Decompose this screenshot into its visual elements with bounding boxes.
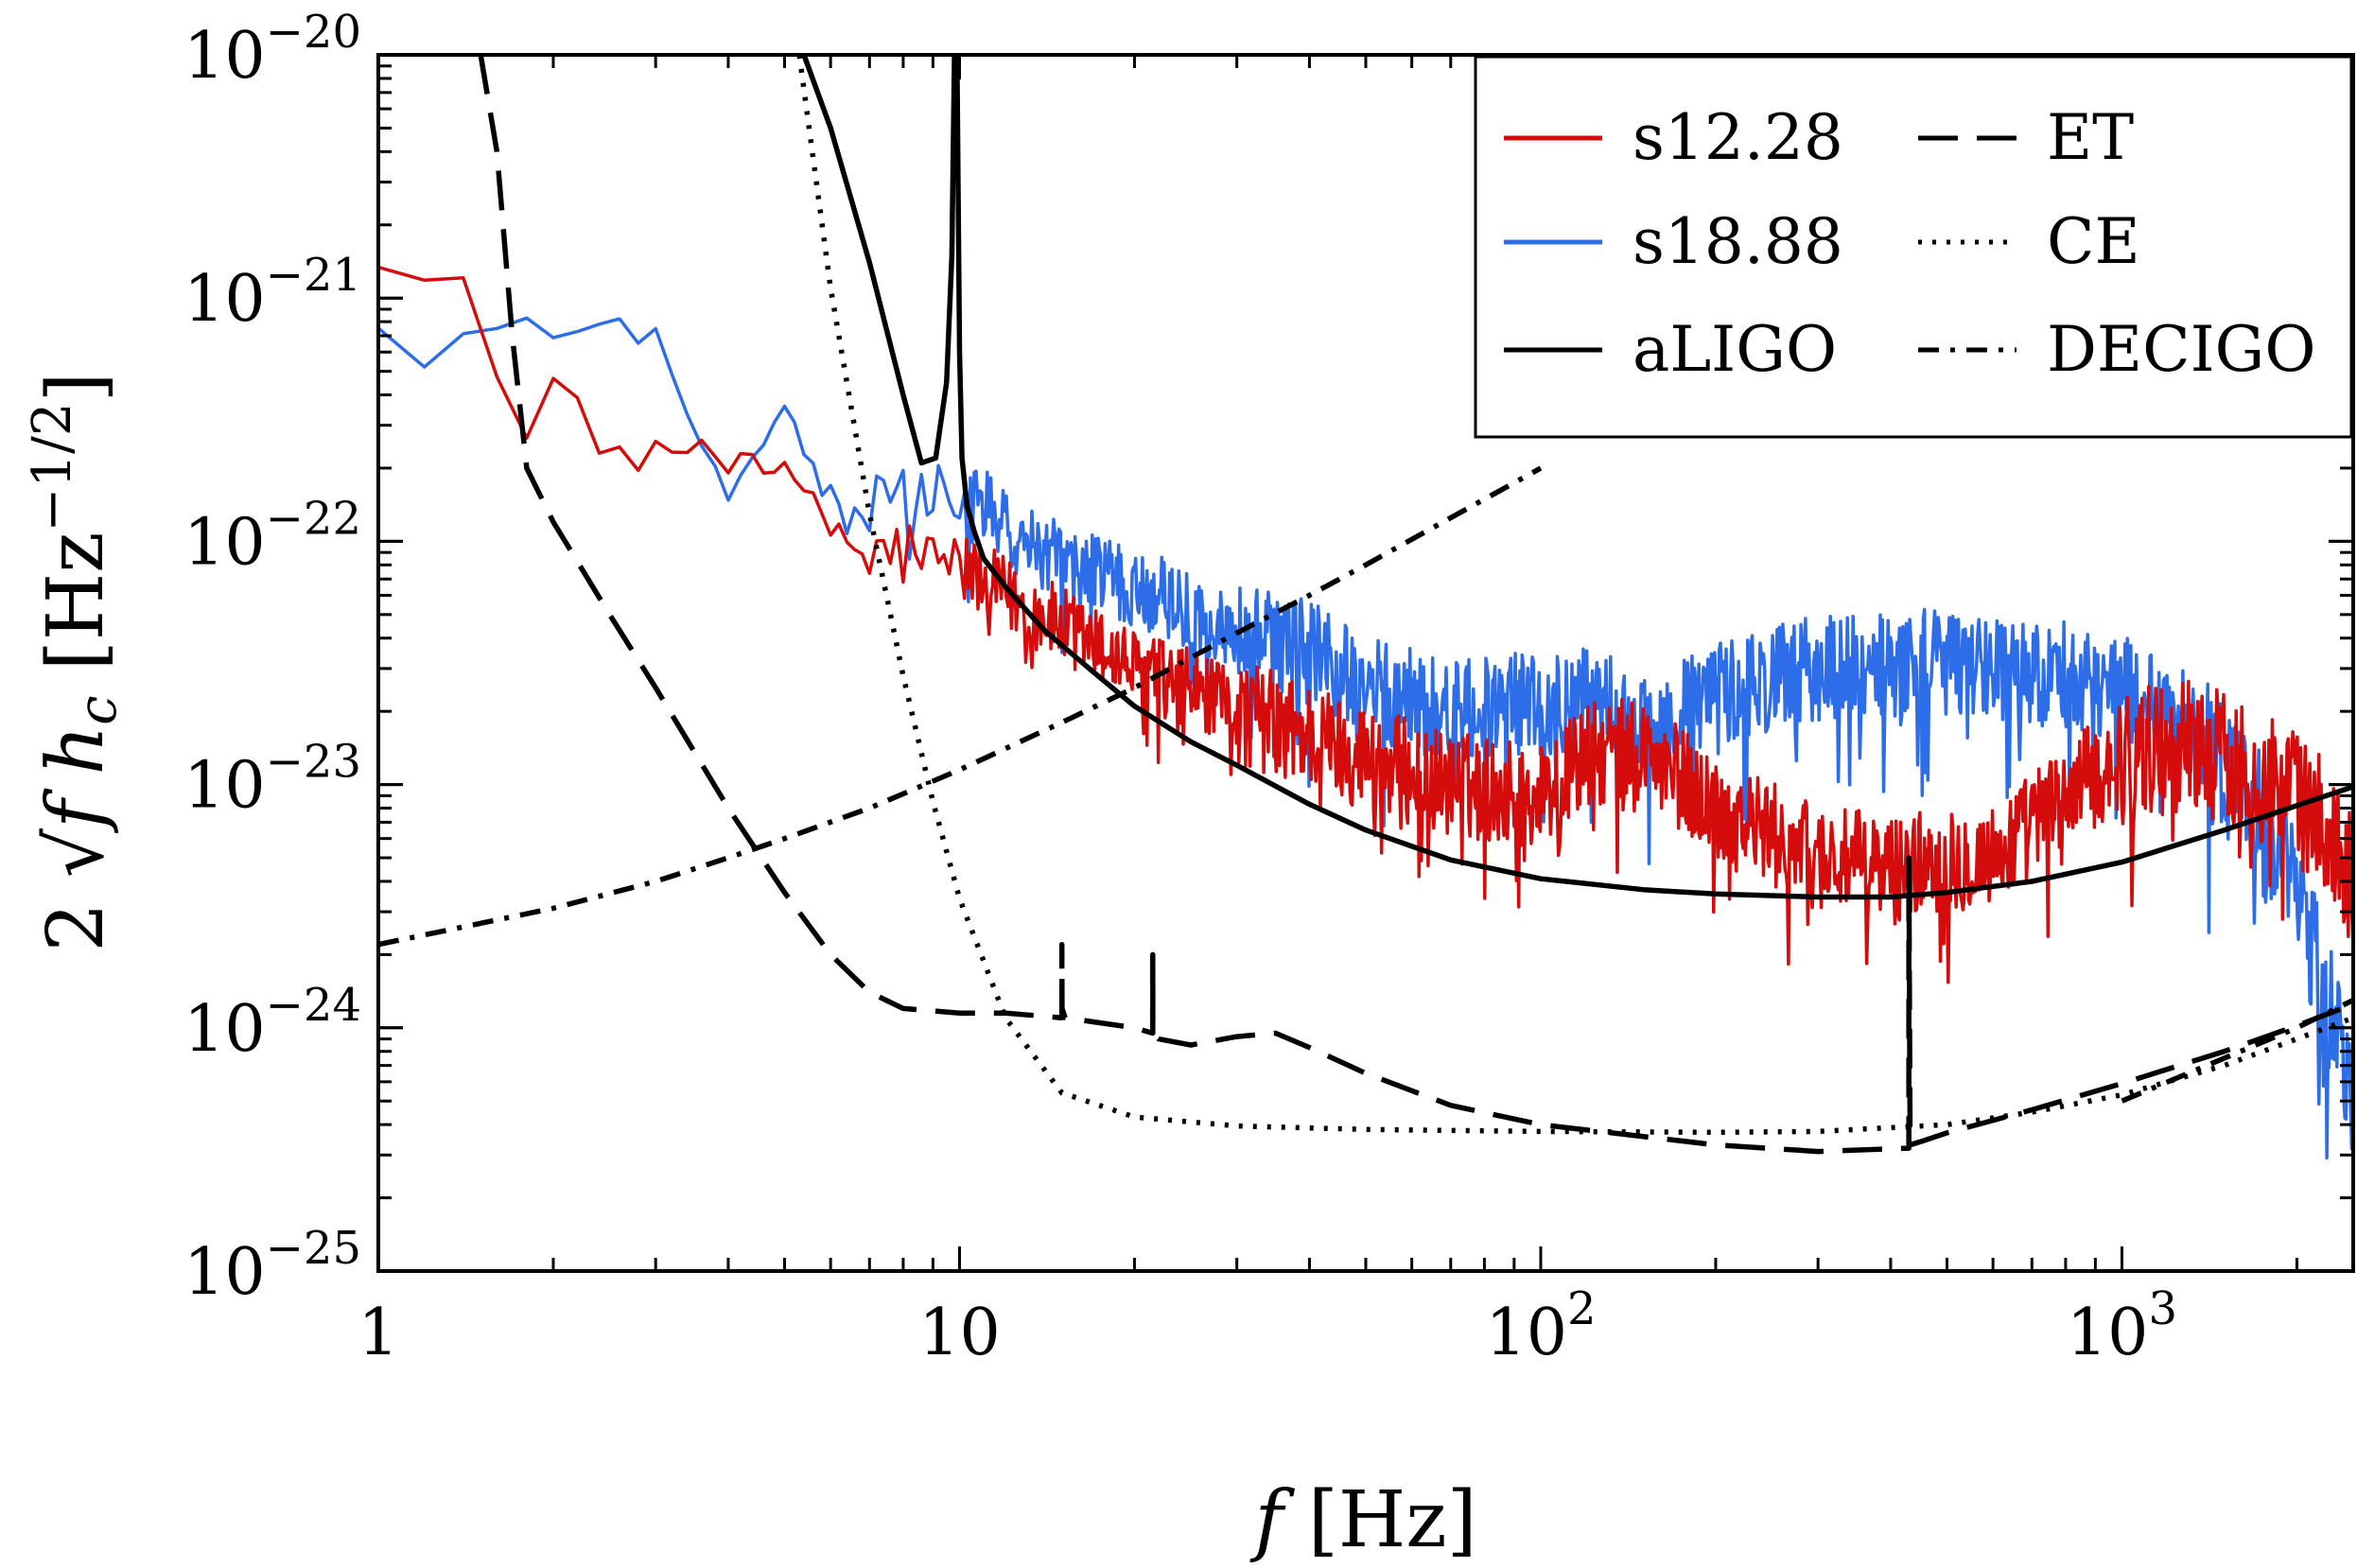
y-tick-label: 10−23 xyxy=(183,736,361,824)
legend-label-decigo: DECIGO xyxy=(2047,313,2316,386)
y-tick-label: 10−24 xyxy=(183,979,361,1067)
legend-label-s18-88: s18.88 xyxy=(1632,205,1843,278)
legend-label-et: ET xyxy=(2047,101,2134,174)
y-axis-label: 2 √f hc [Hz−1/2] xyxy=(22,373,129,952)
series-line-s18-88 xyxy=(378,316,2353,1160)
y-tick-label: 10−25 xyxy=(183,1222,361,1310)
legend-box xyxy=(1474,55,2353,439)
series-line-decigo xyxy=(378,465,1543,948)
x-tick-label: 103 xyxy=(2067,1282,2177,1370)
tick-labels-layer: 1 10 102 103 10−25 10−24 10−23 10−22 10−21 10−20 xyxy=(183,6,2177,1370)
legend-items: s12.28 s18.88 aLIGO ET CE DECIGO xyxy=(1504,101,2316,386)
y-tick-label: 10−21 xyxy=(183,249,361,337)
plot-frame xyxy=(376,53,2355,1273)
y-tick-label: 10−22 xyxy=(183,492,361,580)
x-axis-label: f [Hz] xyxy=(1248,1475,1476,1565)
legend-label-aligo: aLIGO xyxy=(1632,313,1837,386)
series-line-aligo xyxy=(801,55,2353,900)
legend: s12.28 s18.88 aLIGO ET CE DECIGO xyxy=(1474,55,2353,439)
x-tick-label: 1 xyxy=(358,1296,398,1370)
legend-label-ce: CE xyxy=(2047,205,2140,278)
legend-label-s12-28: s12.28 xyxy=(1632,101,1843,174)
x-tick-label: 10 xyxy=(918,1296,1001,1370)
series-layer xyxy=(378,55,2353,1160)
y-tick-label: 10−20 xyxy=(183,6,361,94)
x-tick-label: 102 xyxy=(1485,1282,1596,1370)
series-line-et xyxy=(478,55,2353,1155)
